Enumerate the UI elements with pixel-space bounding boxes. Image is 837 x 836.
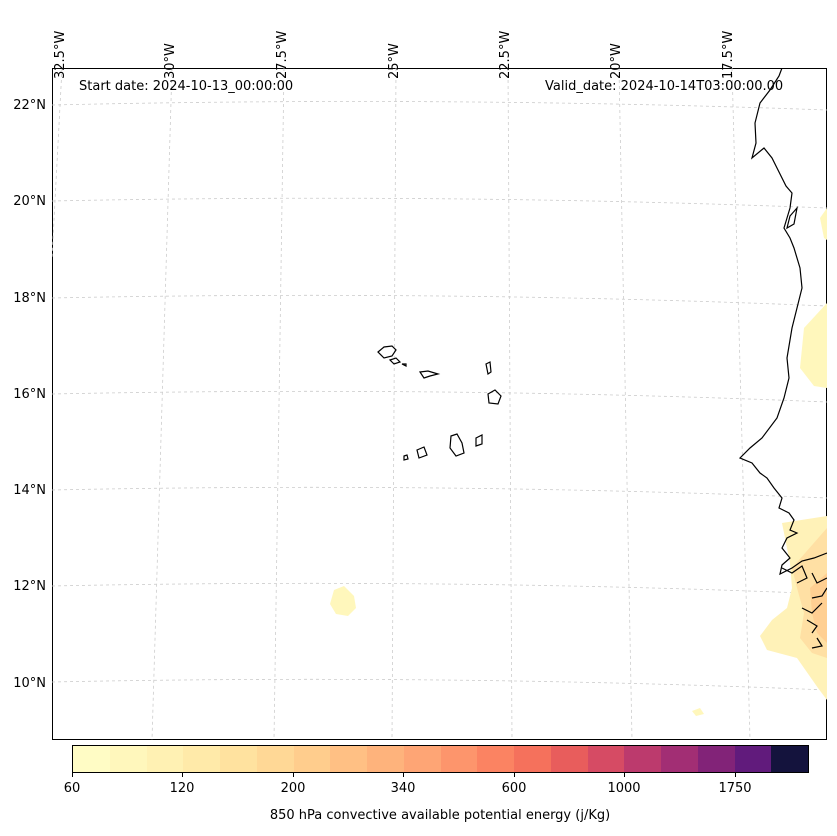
- island-fogo: [416, 446, 428, 459]
- colorbar-tickmark: [72, 773, 73, 777]
- colorbar-segment: [477, 746, 514, 772]
- colorbar-tickmark: [735, 773, 736, 777]
- colorbar-segment: [220, 746, 257, 772]
- lat-label-14: 14°N: [13, 483, 46, 498]
- colorbar-tick-340: 340: [390, 781, 416, 796]
- colorbar-tick-200: 200: [280, 781, 306, 796]
- colorbar-segment: [661, 746, 698, 772]
- island-boa-vista: [487, 389, 502, 405]
- lon-label-25: 25°W: [387, 43, 402, 79]
- island-santa-luzia: [401, 363, 407, 367]
- lat-label-22: 22°N: [13, 98, 46, 113]
- island-maio: [475, 434, 483, 447]
- colorbar-segment: [624, 746, 661, 772]
- lon-label-17-5: 17.5°W: [721, 30, 736, 79]
- colorbar-segment: [514, 746, 551, 772]
- colorbar-segment: [330, 746, 367, 772]
- cape-shading: [330, 208, 827, 716]
- colorbar-segment: [550, 746, 588, 772]
- island-sal: [485, 361, 492, 375]
- island-santo-antao: [377, 345, 397, 359]
- island-brava: [403, 454, 409, 461]
- colorbar-segment: [734, 746, 772, 772]
- colorbar-segment: [183, 746, 220, 772]
- colorbar: [72, 745, 809, 773]
- colorbar-segment: [367, 746, 404, 772]
- colorbar-segment: [587, 746, 625, 772]
- colorbar-segment: [293, 746, 331, 772]
- colorbar-tickmark: [624, 773, 625, 777]
- colorbar-tickmark: [403, 773, 404, 777]
- colorbar-segment: [771, 746, 808, 772]
- colorbar-tickmark: [293, 773, 294, 777]
- colorbar-segment: [440, 746, 478, 772]
- lat-label-18: 18°N: [13, 291, 46, 306]
- map-frame: [52, 68, 827, 740]
- lat-label-16: 16°N: [13, 387, 46, 402]
- map-canvas: [52, 68, 827, 740]
- longitude-gridlines: [52, 68, 751, 740]
- island-santiago: [449, 433, 465, 457]
- colorbar-segment: [697, 746, 735, 772]
- colorbar-segment: [403, 746, 441, 772]
- colorbar-segment: [109, 746, 147, 772]
- colorbar-tickmark: [514, 773, 515, 777]
- lon-label-32-5: 32.5°W: [53, 30, 68, 79]
- colorbar-tick-1750: 1750: [718, 781, 752, 796]
- colorbar-tick-60: 60: [63, 781, 81, 796]
- island-sao-nicolau: [418, 370, 441, 379]
- island-sao-vicente: [388, 357, 402, 365]
- colorbar-tick-600: 600: [501, 781, 527, 796]
- start-date-label: Start date: 2024-10-13_00:00:00: [79, 79, 294, 94]
- coastline: [738, 68, 827, 649]
- lon-label-22-5: 22.5°W: [498, 30, 513, 79]
- lat-label-20: 20°N: [13, 194, 46, 209]
- lon-label-30: 30°W: [163, 43, 178, 79]
- lon-label-20: 20°W: [609, 43, 624, 79]
- cape-verde-islands: [377, 345, 502, 461]
- valid-date-label: Valid_date: 2024-10-14T03:00:00.00: [545, 79, 784, 94]
- colorbar-label: 850 hPa convective available potential e…: [269, 808, 611, 823]
- colorbar-segment: [73, 746, 110, 772]
- colorbar-tickmark: [182, 773, 183, 777]
- lat-label-10: 10°N: [13, 676, 46, 691]
- colorbar-segment: [256, 746, 294, 772]
- colorbar-tick-1000: 1000: [607, 781, 641, 796]
- colorbar-tick-120: 120: [169, 781, 195, 796]
- lat-label-12: 12°N: [13, 579, 46, 594]
- colorbar-segment: [146, 746, 184, 772]
- lon-label-27-5: 27.5°W: [275, 30, 290, 79]
